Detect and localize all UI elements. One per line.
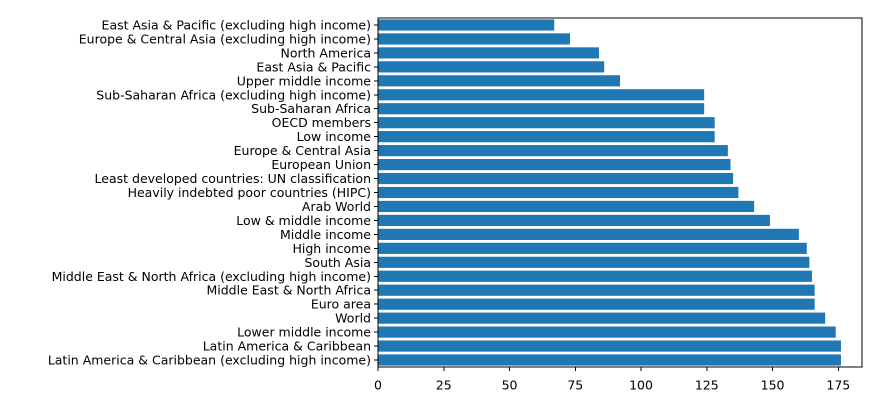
bar: [378, 340, 841, 352]
bar: [378, 131, 715, 143]
category-label: South Asia: [305, 255, 372, 270]
x-tick-label: 25: [436, 378, 452, 393]
category-label: Sub-Saharan Africa (excluding high incom…: [96, 87, 371, 102]
category-label: World: [335, 311, 371, 326]
category-label: Upper middle income: [237, 73, 372, 88]
bar: [378, 312, 826, 324]
plot-frame: [377, 17, 863, 368]
category-label: Low & middle income: [236, 213, 371, 228]
bar: [378, 145, 728, 157]
x-axis-ticks-group: 0 25 50 75 100 125 150 175: [374, 367, 850, 393]
bar: [378, 103, 705, 115]
bar: [378, 47, 599, 59]
bar: [378, 158, 731, 171]
bar: [378, 326, 836, 338]
category-label: Low income: [297, 129, 372, 144]
bar: [378, 117, 715, 129]
bar: [378, 242, 807, 254]
category-label: Latin America & Caribbean: [203, 339, 371, 354]
x-tick-label: 125: [695, 378, 719, 393]
category-label: North America: [281, 45, 372, 60]
bar: [378, 75, 620, 87]
x-tick-label: 75: [567, 378, 583, 393]
category-label: Middle East & North Africa: [206, 283, 371, 298]
category-label: OECD members: [272, 115, 371, 130]
bars-group: [378, 19, 841, 366]
bar: [378, 228, 799, 240]
bar: [378, 33, 571, 45]
x-tick-label: 175: [826, 378, 850, 393]
bar: [378, 186, 739, 199]
category-label: Euro area: [311, 297, 371, 312]
category-label: Middle East & North Africa (excluding hi…: [52, 269, 371, 284]
bar: [378, 61, 605, 73]
bar: [378, 200, 755, 213]
x-tick-label: 50: [502, 378, 518, 393]
x-tick-label: 150: [761, 378, 785, 393]
category-label: Middle income: [280, 227, 371, 242]
bar: [378, 354, 841, 366]
bar: [378, 19, 555, 31]
bar: [378, 89, 705, 101]
category-label: East Asia & Pacific: [256, 59, 371, 74]
category-label: Latin America & Caribbean (excluding hig…: [48, 353, 371, 368]
category-label: Sub-Saharan Africa: [251, 101, 371, 116]
bar: [378, 214, 770, 227]
bar: [378, 172, 734, 185]
category-label: Lower middle income: [237, 325, 371, 340]
bar: [378, 284, 815, 296]
bar: [378, 298, 815, 310]
bar: [378, 270, 813, 282]
category-labels-group: Latin America & Caribbean (excluding hig…: [48, 17, 378, 368]
category-label: Europe & Central Asia: [234, 143, 371, 158]
category-label: East Asia & Pacific (excluding high inco…: [102, 17, 371, 32]
category-label: Heavily indebted poor countries (HIPC): [128, 185, 371, 200]
x-tick-label: 0: [374, 378, 382, 393]
category-label: Arab World: [302, 199, 371, 214]
bar: [378, 256, 810, 268]
category-label: Europe & Central Asia (excluding high in…: [79, 31, 371, 46]
x-tick-label: 100: [629, 378, 653, 393]
category-label: European Union: [271, 157, 371, 172]
category-label: High income: [293, 241, 372, 256]
category-label: Least developed countries: UN classifica…: [95, 171, 371, 186]
